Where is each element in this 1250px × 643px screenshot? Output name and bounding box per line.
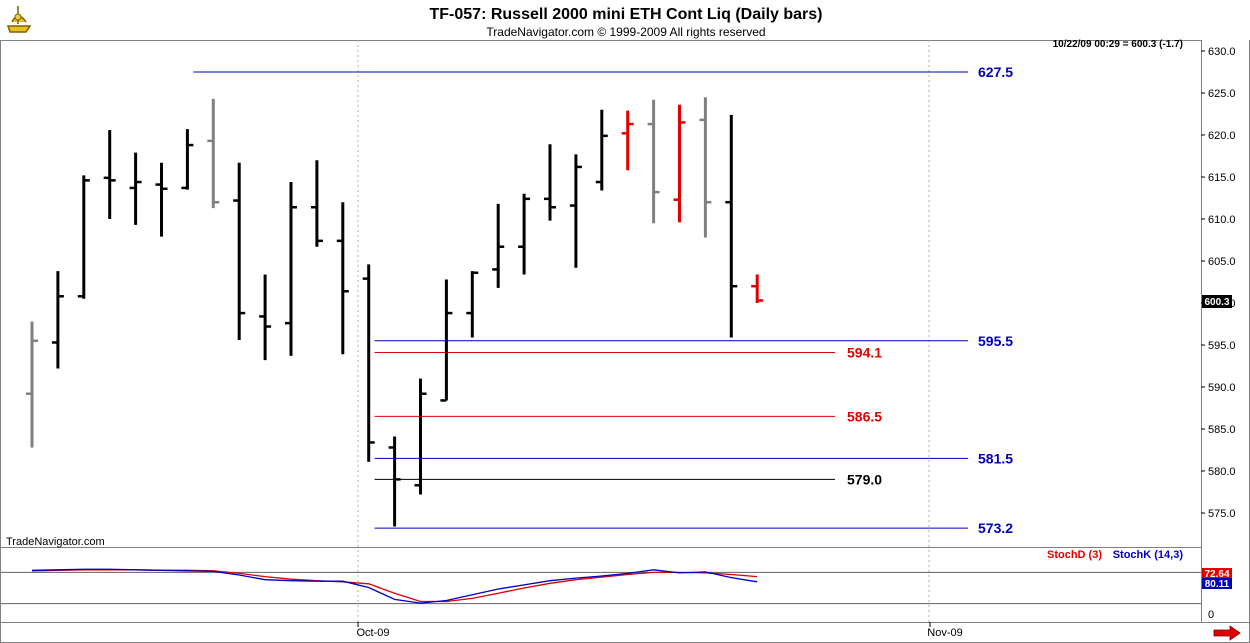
y-tick-label: 585.0 (1208, 424, 1236, 436)
ohlc-bar (725, 114, 738, 338)
ohlc-bar (751, 274, 764, 303)
ohlc-bar (699, 97, 712, 238)
level-label: 627.5 (978, 64, 1013, 80)
ohlc-bar (259, 274, 272, 361)
ohlc-bar (673, 104, 686, 223)
level-label: 595.5 (978, 333, 1013, 349)
level-label: 594.1 (847, 345, 882, 361)
y-tick-label: 575.0 (1208, 508, 1236, 520)
osc-legend-label: StochK (14,3) (1113, 549, 1184, 561)
ohlc-bar (569, 154, 582, 268)
ohlc-bar (77, 175, 90, 299)
last-price-label: 600.3 (1204, 297, 1229, 308)
scroll-right-arrow-icon[interactable] (1213, 625, 1241, 641)
level-label: 581.5 (978, 450, 1013, 466)
chart-subtitle: TradeNavigator.com © 1999-2009 All right… (486, 25, 765, 39)
ohlc-bar (310, 160, 323, 247)
level-label: 573.2 (978, 520, 1013, 536)
osc-series-line (31, 568, 758, 604)
ohlc-bar (647, 99, 660, 224)
ohlc-bar (51, 271, 64, 369)
x-tick-label: Oct-09 (356, 627, 389, 639)
chart-title: TF-057: Russell 2000 mini ETH Cont Liq (… (430, 6, 823, 23)
osc-value-label: 80.11 (1205, 579, 1230, 590)
ohlc-bar (518, 193, 531, 275)
ohlc-bar (233, 162, 246, 340)
y-tick-label: 595.0 (1208, 340, 1236, 352)
price-bars (26, 97, 764, 527)
ohlc-bar (621, 110, 634, 171)
ohlc-bar (207, 98, 220, 209)
osc-value-tag (1202, 568, 1232, 579)
osc-value-tag (1202, 578, 1232, 589)
y-tick-label: 620.0 (1208, 130, 1236, 142)
y-tick-label: 625.0 (1208, 88, 1236, 100)
ohlc-bar (362, 264, 375, 462)
ohlc-bar (388, 436, 401, 527)
y-tick-label: 630.0 (1208, 46, 1236, 58)
last-price-tag (1202, 295, 1232, 308)
y-tick-label: 610.0 (1208, 214, 1236, 226)
y-tick-label: 580.0 (1208, 466, 1236, 478)
ohlc-bar (336, 202, 349, 355)
y-tick-label: 590.0 (1208, 382, 1236, 394)
ohlc-bar (492, 203, 505, 288)
osc-tick-label: 0 (1208, 609, 1214, 621)
support-resistance-levels: 627.5 595.5 594.1 586.5 581.5 579.0 573.2 (193, 64, 1013, 536)
ohlc-bar (26, 321, 38, 448)
ohlc-bar (181, 129, 194, 190)
level-label: 586.5 (847, 408, 882, 424)
price-readout: 10/22/09 00:29 = 600.3 (-1.7) (1053, 39, 1183, 50)
date-axis: Oct-09 Nov-09 (356, 622, 963, 639)
level-label: 579.0 (847, 471, 882, 487)
y-tick-label: 605.0 (1208, 256, 1236, 268)
x-tick-label: Nov-09 (927, 627, 962, 639)
ohlc-bar (466, 271, 479, 338)
ohlc-bar (129, 152, 142, 225)
ohlc-bar (595, 109, 608, 191)
month-gridlines (357, 40, 930, 622)
watermark: TradeNavigator.com (6, 536, 105, 548)
ohlc-bar (103, 129, 116, 219)
ohlc-bar (155, 162, 168, 237)
ohlc-bar (440, 279, 453, 402)
header-band (0, 0, 1250, 40)
y-tick-label: 615.0 (1208, 172, 1236, 184)
ohlc-bar (544, 144, 556, 221)
osc-legend-label: StochD (3) (1047, 549, 1102, 561)
ohlc-bar (414, 378, 427, 495)
osc-value-label: 72.64 (1204, 569, 1229, 580)
ohlc-bar (285, 182, 297, 356)
trade-navigator-logo-icon (6, 6, 32, 33)
